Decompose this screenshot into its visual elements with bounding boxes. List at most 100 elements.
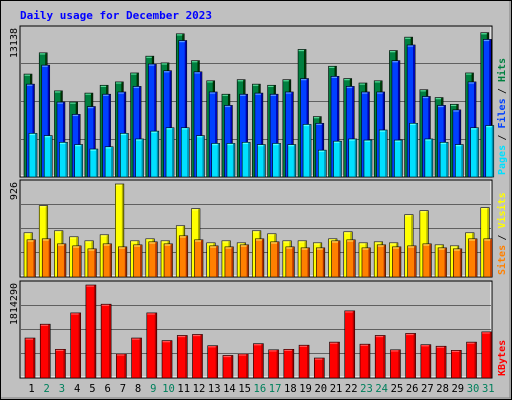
kbytes-bar-26 bbox=[405, 333, 416, 379]
legend-visits: Visits bbox=[496, 192, 508, 228]
sites-bar-30 bbox=[468, 238, 478, 278]
max-value-label: 926 bbox=[9, 182, 20, 200]
sites-bar-20 bbox=[315, 247, 326, 278]
day-label-21: 21 bbox=[330, 383, 343, 395]
chart-title: Daily usage for December 2023 bbox=[20, 9, 212, 22]
kbytes-bar-7 bbox=[116, 353, 127, 379]
day-label-2: 2 bbox=[44, 383, 50, 395]
day-label-12: 12 bbox=[193, 383, 206, 395]
pages-bar-18 bbox=[287, 144, 297, 178]
sites-bar-11 bbox=[178, 235, 189, 278]
pages-bar-15 bbox=[241, 142, 251, 178]
day-label-17: 17 bbox=[269, 383, 282, 395]
kbytes-bar-1 bbox=[24, 337, 36, 379]
kbytes-panel: 1814290 KBytes bbox=[9, 280, 508, 379]
sites-bar-21 bbox=[331, 240, 341, 278]
pages-bar-7 bbox=[120, 133, 129, 178]
sites-bar-17 bbox=[270, 241, 280, 278]
kbytes-bar-8 bbox=[131, 337, 142, 379]
kbytes-bar-9 bbox=[146, 312, 158, 379]
day-label-20: 20 bbox=[314, 383, 327, 395]
pages-bar-28 bbox=[439, 142, 449, 178]
kbytes-bar-27 bbox=[420, 344, 432, 379]
sites-bar-4 bbox=[72, 245, 82, 278]
pages-bar-19 bbox=[302, 124, 312, 178]
day-label-22: 22 bbox=[345, 383, 358, 395]
legend-separator: / bbox=[497, 234, 508, 240]
sites-bar-6 bbox=[102, 243, 112, 278]
sites-bar-13 bbox=[209, 245, 219, 278]
sites-bar-29 bbox=[453, 248, 463, 278]
sites-bar-23 bbox=[361, 247, 371, 278]
sites-bar-24 bbox=[376, 244, 386, 278]
kbytes-bar-14 bbox=[222, 355, 234, 379]
pages-bar-27 bbox=[424, 138, 434, 178]
kbytes-bar-2 bbox=[39, 323, 51, 379]
day-label-6: 6 bbox=[104, 383, 110, 395]
legend-kbytes: KBytes bbox=[497, 340, 508, 376]
day-label-11: 11 bbox=[177, 383, 190, 395]
max-value-label: 13138 bbox=[9, 28, 20, 58]
kbytes-bar-21 bbox=[329, 341, 340, 379]
pages-bar-2 bbox=[43, 135, 53, 178]
legend-separator: / bbox=[497, 134, 508, 140]
day-label-16: 16 bbox=[254, 383, 267, 395]
legend-sites: Sites bbox=[496, 245, 508, 275]
sites-bar-3 bbox=[57, 243, 67, 278]
sites-bar-31 bbox=[483, 238, 493, 278]
day-label-10: 10 bbox=[162, 383, 175, 395]
sites-bar-18 bbox=[285, 246, 295, 278]
pages-bar-10 bbox=[165, 127, 175, 178]
day-label-19: 19 bbox=[299, 383, 312, 395]
pages-bar-23 bbox=[363, 139, 373, 178]
sites-bar-19 bbox=[300, 247, 310, 278]
kbytes-bar-4 bbox=[70, 312, 81, 379]
kbytes-bar-13 bbox=[207, 345, 219, 379]
day-label-7: 7 bbox=[120, 383, 126, 395]
sites-bar-1 bbox=[26, 239, 36, 278]
day-label-13: 13 bbox=[208, 383, 221, 395]
sites-bar-2 bbox=[41, 238, 52, 278]
legend-files: Files bbox=[496, 98, 508, 128]
kbytes-bar-22 bbox=[344, 310, 356, 379]
day-label-31: 31 bbox=[482, 383, 495, 395]
day-label-14: 14 bbox=[223, 383, 236, 395]
max-value-label: 1814290 bbox=[9, 283, 20, 325]
kbytes-bar-19 bbox=[298, 344, 310, 379]
sites-bar-12 bbox=[194, 239, 204, 278]
sites-bar-28 bbox=[437, 247, 447, 278]
kbytes-bar-29 bbox=[451, 350, 462, 379]
day-axis-labels: 1 2 3 4 5 6 7 8 9 10 11 12 13 14 15 16 17 18 19 20 21 22 23 24 2… bbox=[28, 383, 494, 395]
pages-bar-8 bbox=[135, 138, 144, 178]
kbytes-bar-5 bbox=[85, 284, 97, 379]
kbytes-bar-17 bbox=[268, 349, 279, 379]
kbytes-bar-28 bbox=[435, 345, 447, 379]
kbytes-bar-16 bbox=[253, 343, 264, 379]
day-label-24: 24 bbox=[375, 383, 388, 395]
kbytes-bar-11 bbox=[176, 335, 188, 379]
sites-bar-9 bbox=[148, 241, 158, 278]
day-label-1: 1 bbox=[28, 383, 34, 395]
kbytes-bar-3 bbox=[55, 348, 66, 379]
day-label-15: 15 bbox=[238, 383, 251, 395]
day-label-25: 25 bbox=[391, 383, 404, 395]
pages-bar-26 bbox=[409, 122, 418, 178]
pages-bar-4 bbox=[74, 144, 83, 178]
sites-bar-22 bbox=[346, 239, 356, 278]
kbytes-bar-23 bbox=[359, 343, 371, 379]
pages-bar-17 bbox=[272, 143, 281, 178]
sites-bar-7 bbox=[118, 246, 128, 278]
pages-bar-1 bbox=[28, 133, 38, 178]
pages-bar-31 bbox=[485, 125, 495, 178]
sites-bar-27 bbox=[422, 243, 432, 278]
pages-bar-25 bbox=[394, 139, 403, 178]
kbytes-bar-15 bbox=[237, 353, 249, 379]
kbytes-bar-31 bbox=[481, 331, 493, 379]
day-label-23: 23 bbox=[360, 383, 373, 395]
kbytes-bar-6 bbox=[100, 303, 112, 379]
pages-bar-11 bbox=[180, 127, 190, 178]
kbytes-bar-12 bbox=[192, 334, 203, 379]
pages-bar-5 bbox=[89, 148, 99, 178]
day-label-4: 4 bbox=[74, 383, 80, 395]
